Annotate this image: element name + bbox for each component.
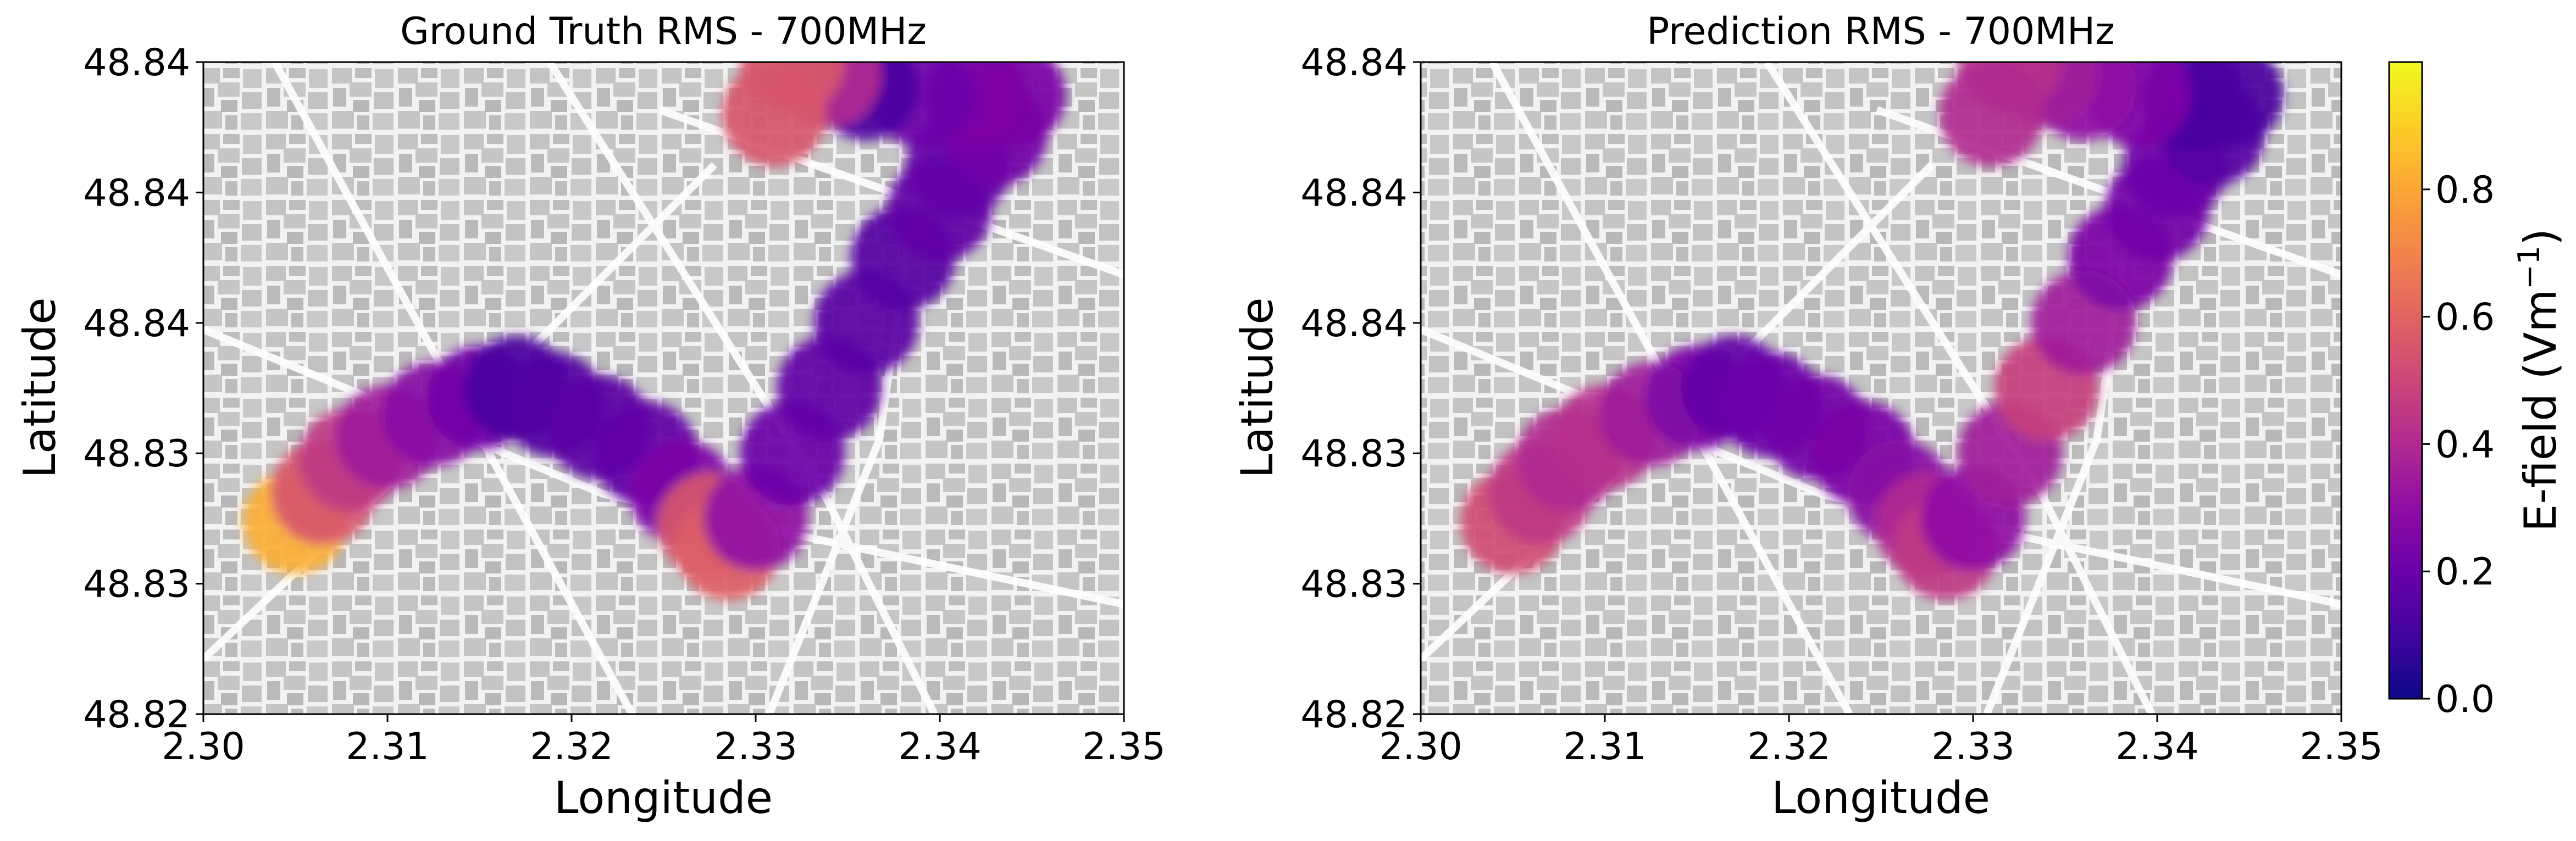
y-axis-label: Latitude [14, 297, 65, 478]
colorbar-tick-label: 0.4 [2435, 423, 2495, 466]
x-tick-label: 2.34 [2115, 725, 2198, 768]
heat-point [1939, 62, 2044, 166]
y-tick-label: 48.83 [1300, 563, 1408, 606]
panel-ground-truth: Ground Truth RMS - 700MHz Longitude Lati… [14, 10, 1166, 823]
x-tick-label: 2.35 [2300, 725, 2383, 768]
x-tick-label: 2.32 [530, 725, 613, 768]
x-tick-label: 2.30 [162, 725, 245, 768]
x-axis-label: Longitude [554, 772, 773, 823]
y-tick-label: 48.83 [1300, 432, 1408, 476]
y-ticks: 48.82 48.83 48.83 48.84 48.84 48.84 [83, 41, 203, 737]
colorbar: 0.0 0.2 0.4 0.6 0.8 E-field (Vm−1) [2388, 61, 2566, 721]
map-area [203, 62, 1124, 714]
y-tick-label: 48.84 [83, 302, 190, 346]
x-tick-label: 2.31 [346, 725, 429, 768]
x-tick-label: 2.32 [1747, 725, 1830, 768]
heat-point [722, 62, 827, 166]
heat-layer [1460, 62, 2283, 600]
plot-frame [1420, 61, 2342, 715]
x-tick-label: 2.30 [1379, 725, 1462, 768]
y-tick-label: 48.83 [83, 563, 190, 606]
x-ticks: 2.30 2.31 2.32 2.33 2.34 2.35 [162, 714, 1166, 768]
y-tick-label: 48.84 [83, 171, 190, 215]
heat-layer [243, 62, 1066, 600]
x-tick-label: 2.33 [714, 725, 797, 768]
colorbar-tick-label: 0.6 [2435, 296, 2495, 339]
y-tick-label: 48.84 [1300, 302, 1408, 346]
colorbar-gradient [2388, 61, 2423, 700]
y-tick-label: 48.84 [1300, 41, 1408, 85]
colorbar-label-superscript: −1 [2512, 246, 2546, 289]
x-tick-label: 2.31 [1563, 725, 1646, 768]
y-tick-label: 48.84 [1300, 171, 1408, 215]
colorbar-ticks: 0.0 0.2 0.4 0.6 0.8 [2422, 169, 2495, 721]
chart-title: Prediction RMS - 700MHz [1647, 10, 2115, 53]
panel-prediction: Prediction RMS - 700MHz Longitude Latitu… [1232, 10, 2383, 823]
y-tick-label: 48.84 [83, 41, 190, 85]
x-tick-label: 2.33 [1931, 725, 2014, 768]
y-tick-label: 48.83 [83, 432, 190, 476]
map-area [1421, 62, 2341, 714]
y-tick-label: 48.82 [1300, 693, 1408, 737]
x-tick-label: 2.35 [1082, 725, 1165, 768]
colorbar-tick-label: 0.0 [2435, 678, 2495, 721]
chart-title: Ground Truth RMS - 700MHz [400, 10, 927, 53]
y-ticks: 48.82 48.83 48.83 48.84 48.84 48.84 [1300, 41, 1421, 737]
colorbar-tick-label: 0.2 [2435, 550, 2495, 594]
plot-frame [202, 61, 1125, 715]
x-axis-label: Longitude [1771, 772, 1990, 823]
x-ticks: 2.30 2.31 2.32 2.33 2.34 2.35 [1379, 714, 2383, 768]
x-tick-label: 2.34 [898, 725, 981, 768]
colorbar-tick-label: 0.8 [2435, 169, 2495, 212]
y-axis-label: Latitude [1232, 297, 1283, 478]
colorbar-label: E-field (Vm−1) [2512, 229, 2566, 532]
colorbar-label-close: ) [2515, 229, 2566, 246]
colorbar-label-main: E-field (Vm [2515, 289, 2566, 532]
y-tick-label: 48.82 [83, 693, 190, 737]
